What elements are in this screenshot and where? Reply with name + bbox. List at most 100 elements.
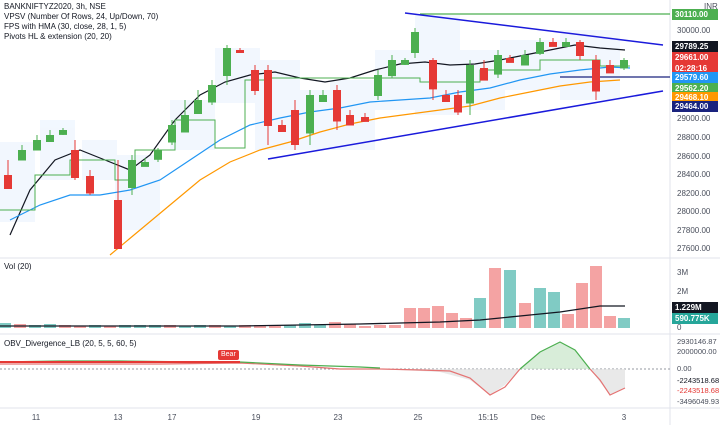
- volume-bar: [314, 325, 326, 328]
- volume-bar: [404, 308, 416, 328]
- time-tick: 25: [413, 413, 423, 422]
- price-tag: 29562.20: [672, 83, 718, 94]
- price-tick: 27800.00: [677, 226, 711, 235]
- indicator-pivots[interactable]: Pivots HL & extension (20, 20): [4, 32, 112, 41]
- candle-body: [71, 150, 79, 178]
- candle: [388, 55, 396, 78]
- volume-bar: [179, 326, 191, 328]
- candle-body: [236, 50, 244, 53]
- candle: [33, 135, 41, 151]
- volume-bar: [269, 326, 281, 328]
- candle: [4, 160, 12, 189]
- candle-body: [346, 115, 354, 126]
- candle-body: [388, 60, 396, 77]
- candle: [466, 60, 474, 115]
- candle-body: [549, 42, 557, 47]
- volume-tag: 590.775K: [672, 313, 718, 324]
- volume-bar: [562, 314, 574, 328]
- volume-bar: [374, 325, 386, 328]
- candle: [620, 58, 628, 70]
- candle: [264, 65, 272, 145]
- candle: [411, 28, 419, 58]
- candle-body: [278, 125, 286, 132]
- candle: [168, 120, 176, 145]
- volume-bar: [618, 318, 630, 328]
- candle: [536, 38, 544, 55]
- candle-body: [606, 65, 614, 74]
- volume-bar: [344, 324, 356, 328]
- candle-body: [168, 125, 176, 143]
- price-tick: 29000.00: [677, 114, 711, 123]
- candle: [291, 100, 299, 150]
- candle: [562, 38, 570, 47]
- time-tick: Dec: [530, 413, 546, 422]
- candle: [480, 60, 488, 81]
- volume-bar: [489, 268, 501, 328]
- price-tag: 29661.00: [672, 52, 718, 63]
- price-tag: 29464.00: [672, 101, 718, 112]
- volume-bar: [474, 298, 486, 328]
- volume-bar: [576, 283, 588, 328]
- volume-bar: [418, 308, 430, 328]
- candle: [333, 85, 341, 130]
- candle: [442, 90, 450, 102]
- candle-body: [251, 70, 259, 91]
- obv-bear-fill: [330, 369, 625, 395]
- candle-body: [562, 42, 570, 47]
- obv-title[interactable]: OBV_Divergence_LB (20, 5, 5, 60, 5): [4, 339, 137, 348]
- candle: [251, 65, 259, 95]
- candlesticks: [4, 28, 628, 249]
- trendline-upper: [404, 12, 664, 46]
- price-tag: 02:28:16: [672, 63, 718, 74]
- candle-body: [208, 85, 216, 103]
- indicator-vpsv[interactable]: VPSV (Number Of Rows, 24, Up/Down, 70): [4, 12, 159, 21]
- symbol-title[interactable]: BANKNIFTYZ2020, 3h, NSE: [4, 2, 106, 11]
- candle: [576, 40, 584, 60]
- candle: [521, 50, 529, 66]
- volume-bar: [432, 306, 444, 328]
- price-tick: 27600.00: [677, 244, 711, 253]
- candle: [549, 38, 557, 47]
- candle-body: [620, 60, 628, 69]
- candle-body: [401, 60, 409, 65]
- price-tag: 29789.25: [672, 41, 718, 52]
- candle: [361, 113, 369, 122]
- time-tick: 17: [167, 413, 177, 422]
- candle-body: [466, 65, 474, 104]
- volume-title[interactable]: Vol (20): [4, 262, 32, 271]
- candle: [114, 160, 122, 249]
- candle-body: [4, 175, 12, 189]
- candle-body: [576, 42, 584, 56]
- time-tick: 15:15: [477, 413, 499, 422]
- time-tick: 3: [621, 413, 627, 422]
- volume-ma-line: [0, 305, 625, 327]
- price-tick: 30000.00: [677, 26, 711, 35]
- candle-body: [480, 68, 488, 81]
- candle-body: [361, 117, 369, 122]
- candle-body: [506, 58, 514, 63]
- volume-tick: 0: [677, 323, 682, 332]
- candle-body: [18, 150, 26, 161]
- obv-tick: 2000000.00: [677, 347, 717, 356]
- volume-bar: [504, 270, 516, 328]
- currency-label: INR: [704, 2, 718, 11]
- volume-bar: [460, 318, 472, 328]
- candle-body: [494, 55, 502, 75]
- price-tick: 28000.00: [677, 207, 711, 216]
- time-tick: 23: [333, 413, 343, 422]
- volume-bar: [359, 326, 371, 328]
- indicator-fps[interactable]: FPS with HMA (30, close, 28, 1, 5): [4, 22, 127, 31]
- candle-body: [114, 200, 122, 249]
- candle: [494, 50, 502, 78]
- price-tag: 29468.10: [672, 92, 718, 103]
- candle: [506, 55, 514, 63]
- obv-tick: -2243518.68: [677, 376, 719, 385]
- candle-body: [521, 55, 529, 66]
- candle: [194, 90, 202, 114]
- volume-bar: [446, 313, 458, 328]
- candle-body: [429, 60, 437, 90]
- candle: [454, 90, 462, 115]
- volume-tag: 1.229M: [672, 302, 718, 313]
- candle-body: [154, 150, 162, 160]
